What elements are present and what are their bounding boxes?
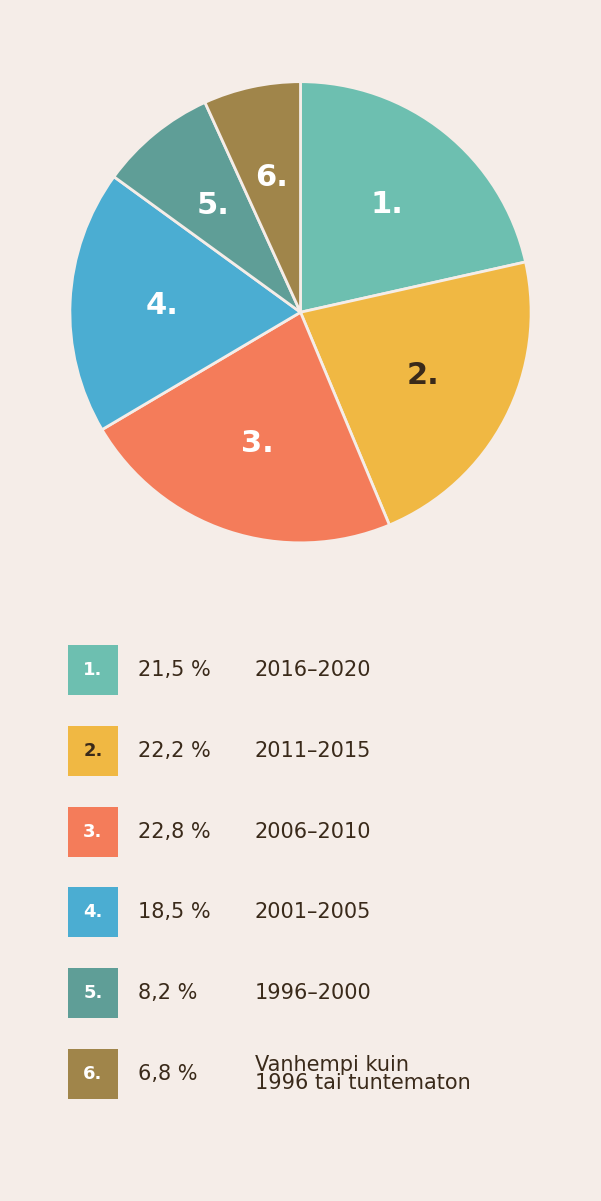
Bar <box>68 807 118 856</box>
Bar <box>68 645 118 695</box>
Text: 2006–2010: 2006–2010 <box>255 821 371 842</box>
Text: 6,8 %: 6,8 % <box>138 1064 198 1083</box>
Text: 22,2 %: 22,2 % <box>138 741 211 760</box>
Wedge shape <box>70 177 300 430</box>
Text: 2001–2005: 2001–2005 <box>255 902 371 922</box>
Bar <box>68 725 118 776</box>
Text: 18,5 %: 18,5 % <box>138 902 210 922</box>
Text: 1.: 1. <box>84 661 103 679</box>
Text: 2011–2015: 2011–2015 <box>255 741 371 760</box>
Text: 4.: 4. <box>84 903 103 921</box>
Text: 3.: 3. <box>84 823 103 841</box>
Text: 5.: 5. <box>197 191 230 220</box>
Wedge shape <box>114 102 300 312</box>
Text: 3.: 3. <box>240 429 273 458</box>
Bar <box>68 968 118 1018</box>
Wedge shape <box>102 312 389 543</box>
Text: 1996 tai tuntematon: 1996 tai tuntematon <box>255 1072 471 1093</box>
Text: 2016–2020: 2016–2020 <box>255 661 371 680</box>
Text: 5.: 5. <box>84 984 103 1002</box>
Text: 2.: 2. <box>84 742 103 760</box>
Text: 2.: 2. <box>407 362 440 390</box>
Text: 1.: 1. <box>371 190 403 219</box>
Text: 21,5 %: 21,5 % <box>138 661 211 680</box>
Bar <box>68 1048 118 1099</box>
Wedge shape <box>205 82 300 312</box>
Text: 4.: 4. <box>146 292 178 321</box>
Wedge shape <box>300 82 525 312</box>
Text: Vanhempi kuin: Vanhempi kuin <box>255 1054 409 1075</box>
Wedge shape <box>300 262 531 525</box>
Text: 6.: 6. <box>255 162 288 191</box>
Text: 1996–2000: 1996–2000 <box>255 984 372 1003</box>
Text: 6.: 6. <box>84 1065 103 1083</box>
Text: 8,2 %: 8,2 % <box>138 984 197 1003</box>
Text: 22,8 %: 22,8 % <box>138 821 210 842</box>
Bar <box>68 888 118 937</box>
